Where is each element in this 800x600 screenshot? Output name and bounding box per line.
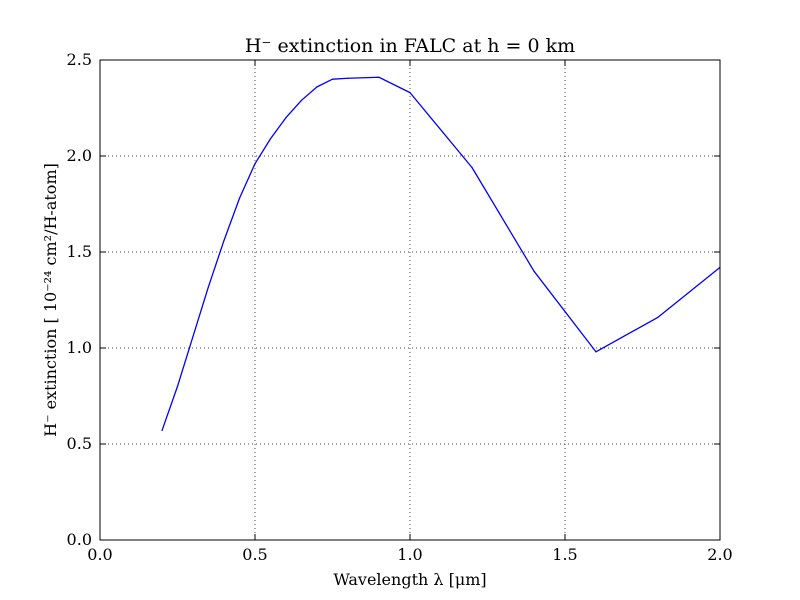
series-layer [161, 76, 721, 432]
x-axis-label: Wavelength λ [μm] [333, 570, 486, 589]
data-point [161, 429, 163, 432]
data-point [223, 239, 225, 242]
data-point [254, 163, 256, 165]
axis-ticks [99, 59, 721, 541]
data-point [269, 138, 272, 140]
y-axis-label: H⁻ extinction [ 10⁻²⁴ cm²/H-atom] [41, 163, 60, 437]
data-point [316, 86, 318, 88]
data-point [176, 385, 179, 387]
data-point [409, 92, 411, 94]
series-line [161, 76, 721, 431]
x-tick-label: 2.0 [707, 545, 732, 564]
y-tick-label: 0.5 [67, 434, 92, 453]
y-tick-label: 1.0 [67, 338, 92, 357]
x-tick-label: 1.0 [397, 545, 422, 564]
data-point [347, 77, 349, 79]
grid-lines [100, 60, 720, 540]
data-point [238, 197, 241, 199]
y-tick-label: 0.0 [67, 530, 92, 549]
data-point [285, 117, 287, 119]
data-point [595, 351, 597, 353]
data-point [471, 166, 473, 169]
data-point [192, 335, 194, 338]
y-tick-label: 2.0 [67, 146, 92, 165]
data-point [300, 99, 303, 101]
y-tick-label: 1.5 [67, 242, 92, 261]
x-tick-label: 1.5 [552, 545, 577, 564]
x-tick-label: 0.0 [87, 545, 112, 564]
data-point [207, 285, 210, 288]
data-point [378, 76, 380, 78]
chart-title: H⁻ extinction in FALC at h = 0 km [245, 35, 575, 57]
data-point [331, 78, 334, 80]
data-point [657, 316, 659, 318]
data-point [533, 270, 535, 272]
tick-labels: 0.0 0.5 1.0 1.5 2.0 0.0 0.5 1.0 1.5 2.0 2.5 [67, 50, 733, 564]
y-tick-label: 2.5 [67, 50, 92, 69]
x-tick-label: 0.5 [242, 545, 267, 564]
